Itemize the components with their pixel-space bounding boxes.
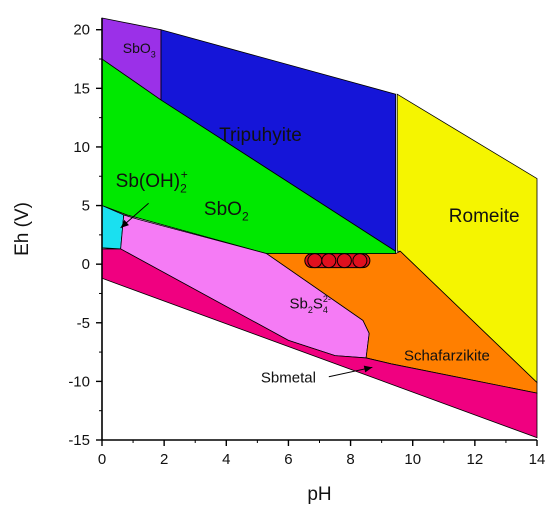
- y-tick-label: 15: [73, 80, 90, 97]
- label-main: Sb(OH): [116, 171, 180, 192]
- y-tick-label: 20: [73, 22, 90, 39]
- y-tick-label: 10: [73, 139, 90, 156]
- label-superscript: +: [181, 167, 188, 181]
- label-main: Schafarzikite: [404, 347, 490, 364]
- y-tick-label: -15: [68, 432, 90, 449]
- y-tick-label: -10: [68, 373, 90, 390]
- label-schafarzikite: Schafarzikite: [404, 347, 490, 364]
- label-tripuhyite: Tripuhyite: [219, 125, 302, 146]
- y-axis-title: Eh (V): [12, 202, 33, 256]
- label-subscript: 3: [151, 49, 156, 59]
- label-main: SbO: [123, 40, 151, 56]
- x-tick-label: 4: [222, 451, 230, 468]
- region-labels: SbO3TripuhyiteRomeiteSbO2Sb(OH)2+Sb2S42-…: [116, 40, 520, 386]
- x-tick-label: 2: [160, 451, 168, 468]
- x-tick-label: 8: [346, 451, 354, 468]
- label-sb2s4-2-: Sb2S42-: [289, 294, 330, 315]
- label-sbo2: SbO2: [204, 199, 249, 224]
- label-sbmetal: Sbmetal: [261, 370, 316, 387]
- label-main: Sb: [289, 296, 307, 313]
- x-tick-label: 14: [529, 451, 546, 468]
- region-sbmetal: [101, 248, 538, 439]
- label-subscript: 2: [308, 305, 313, 315]
- label-callouts: [120, 202, 373, 378]
- label-main: Romeite: [449, 206, 520, 227]
- label-main: Tripuhyite: [219, 125, 302, 146]
- x-axis-title: pH: [307, 484, 331, 505]
- sample-point: [352, 253, 368, 269]
- sample-point: [307, 253, 323, 269]
- label-subscript: 2: [180, 182, 187, 196]
- stability-regions: [101, 17, 538, 439]
- callout-arrowhead: [120, 219, 129, 228]
- y-tick-label: 5: [82, 198, 90, 215]
- label-subscript: 2: [242, 210, 249, 224]
- label-romeite: Romeite: [449, 206, 520, 227]
- x-tick-label: 12: [467, 451, 484, 468]
- label-subscript: 4: [323, 305, 328, 315]
- label-main: SbO: [204, 199, 242, 220]
- sample-points: [304, 253, 371, 269]
- x-tick-label: 6: [284, 451, 292, 468]
- sample-point: [321, 253, 337, 269]
- sample-point: [336, 253, 352, 269]
- label-mid: S: [313, 296, 323, 313]
- x-tick-label: 10: [404, 451, 421, 468]
- label-sb-oh-2-: Sb(OH)2+: [116, 167, 188, 195]
- y-tick-label: -5: [77, 315, 90, 332]
- callout-arrowhead: [363, 365, 373, 373]
- label-main: Sbmetal: [261, 370, 316, 387]
- label-superscript: 2-: [323, 294, 331, 304]
- label-sbo3: SbO3: [123, 40, 156, 59]
- x-tick-label: 0: [98, 451, 106, 468]
- y-tick-label: 0: [82, 256, 90, 273]
